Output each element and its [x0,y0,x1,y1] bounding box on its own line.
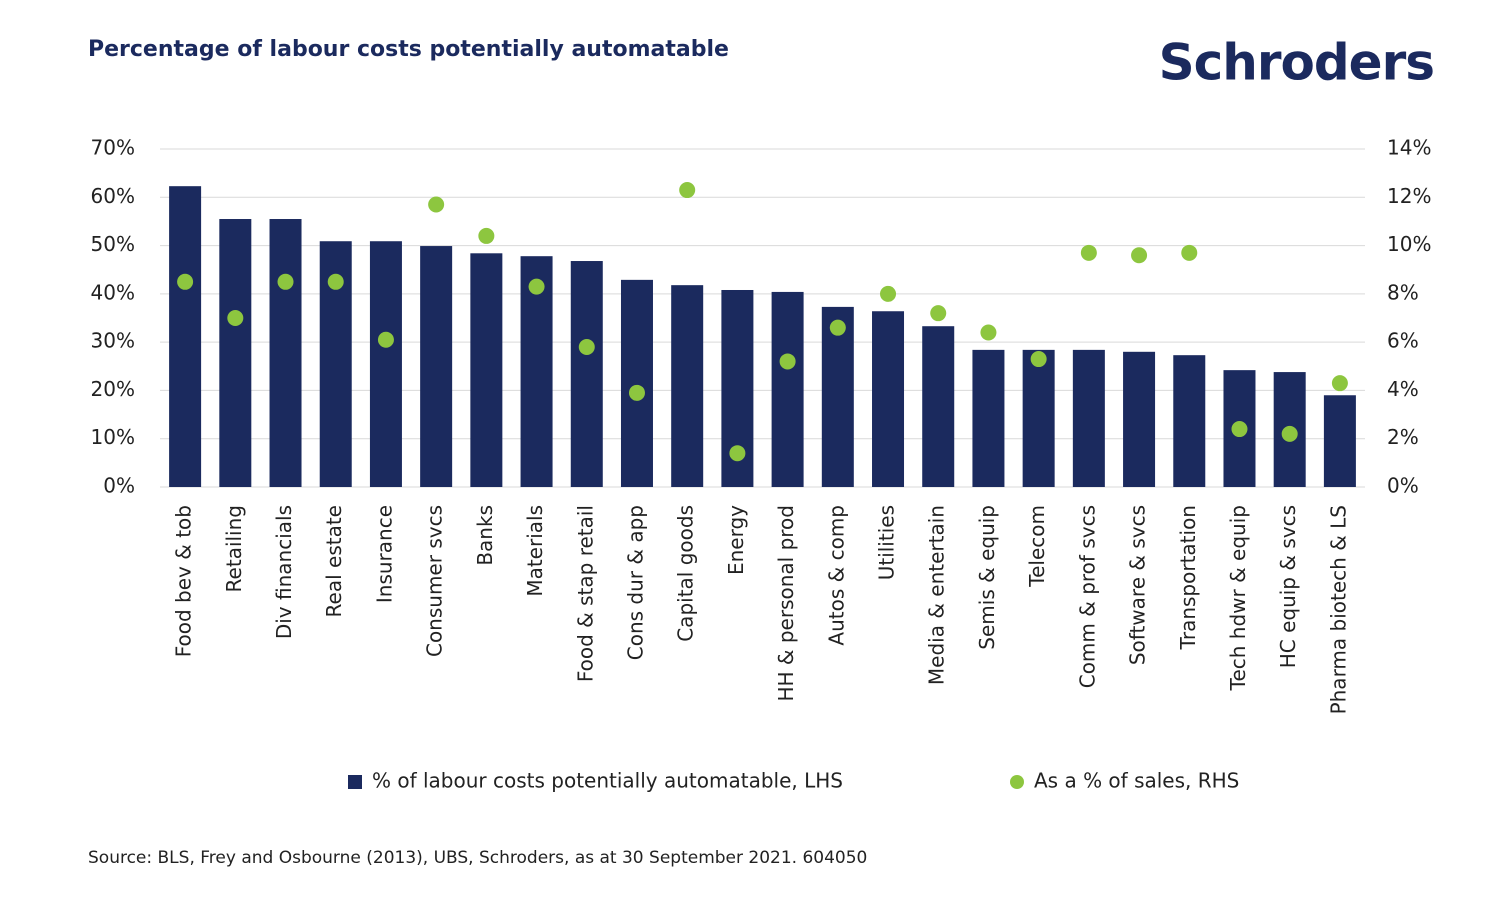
x-tick-label: Autos & comp [824,505,848,646]
x-tick-label: Materials [523,505,547,597]
x-tick-label: Cons dur & app [623,505,647,660]
bar [1072,349,1105,487]
dot [528,278,545,295]
legend-swatch [1010,775,1024,789]
y2-tick-label: 6% [1387,329,1419,353]
source-note: Source: BLS, Frey and Osbourne (2013), U… [88,848,867,868]
x-tick-label: HH & personal prod [774,505,798,702]
dot [1080,244,1097,261]
bar [872,311,905,487]
x-tick-label: Transportation [1176,505,1200,650]
bar [369,241,402,487]
x-tick-label: Banks [473,505,497,566]
dot [980,324,997,341]
dot [829,319,846,336]
dot [327,273,344,290]
y2-tick-label: 4% [1387,377,1419,401]
legend-label: % of labour costs potentially automatabl… [372,769,843,793]
x-tick-label: Software & svcs [1126,505,1150,665]
x-tick-label: Media & entertain [925,505,949,685]
y-tick-label: 10% [91,425,135,449]
x-tick-label: Insurance [372,505,396,603]
dot [1131,247,1148,264]
y-tick-label: 60% [91,184,135,208]
bar [922,326,955,487]
dot [1181,244,1198,261]
bar [470,253,503,487]
bar [1323,395,1356,487]
bar [771,291,804,487]
chart-title: Percentage of labour costs potentially a… [88,37,729,62]
bar [520,256,553,487]
x-tick-label: Div financials [272,505,296,639]
dot [1281,425,1298,442]
bar [972,349,1005,487]
x-tick-label: Real estate [322,505,346,617]
bar [1123,351,1156,487]
dot [729,445,746,462]
dot [177,273,194,290]
x-tick-label: Consumer svcs [423,505,447,657]
bar [570,261,603,487]
y-tick-label: 0% [103,474,135,498]
dot [1030,351,1047,368]
dot [1331,375,1348,392]
y2-tick-label: 14% [1387,136,1431,160]
y-tick-label: 30% [91,329,135,353]
x-tick-label: Comm & prof svcs [1075,505,1099,688]
x-tick-label: HC equip & svcs [1276,505,1300,668]
x-tick-label: Tech hdwr & equip [1226,505,1250,691]
y-tick-label: 50% [91,232,135,256]
dot [930,305,947,322]
legend-label: As a % of sales, RHS [1034,769,1239,793]
dot [628,384,645,401]
dot [478,227,495,244]
bar [169,186,202,487]
dot [277,273,294,290]
logo: Schroders [1159,34,1434,92]
dot [227,310,244,326]
y-tick-label: 20% [91,377,135,401]
bar [620,279,653,487]
bar [269,219,302,487]
x-tick-label: Energy [724,505,748,575]
y2-tick-label: 2% [1387,425,1419,449]
bar [671,285,704,487]
dot [428,196,445,213]
legend-swatch [348,775,362,789]
dot [880,285,897,302]
y-tick-label: 40% [91,280,135,304]
y-tick-label: 70% [91,136,135,160]
x-tick-label: Food bev & tob [172,505,196,657]
x-tick-label: Utilities [875,505,899,580]
dot [1231,421,1248,438]
x-tick-label: Pharma biotech & LS [1326,505,1350,714]
bar [821,306,854,487]
y2-tick-label: 0% [1387,474,1419,498]
x-tick-label: Semis & equip [975,505,999,650]
x-tick-label: Food & stap retail [573,505,597,682]
bar [1022,349,1055,487]
bar [1173,355,1206,487]
y2-tick-label: 8% [1387,280,1419,304]
bar [420,246,453,487]
dot [578,338,595,355]
x-tick-label: Retailing [222,505,246,592]
bar [219,219,252,487]
y2-tick-label: 10% [1387,232,1431,256]
dot [779,353,796,370]
dot [679,182,696,199]
y2-tick-label: 12% [1387,184,1431,208]
dot [377,331,394,348]
x-tick-label: Telecom [1025,505,1049,588]
x-tick-label: Capital goods [674,505,698,642]
